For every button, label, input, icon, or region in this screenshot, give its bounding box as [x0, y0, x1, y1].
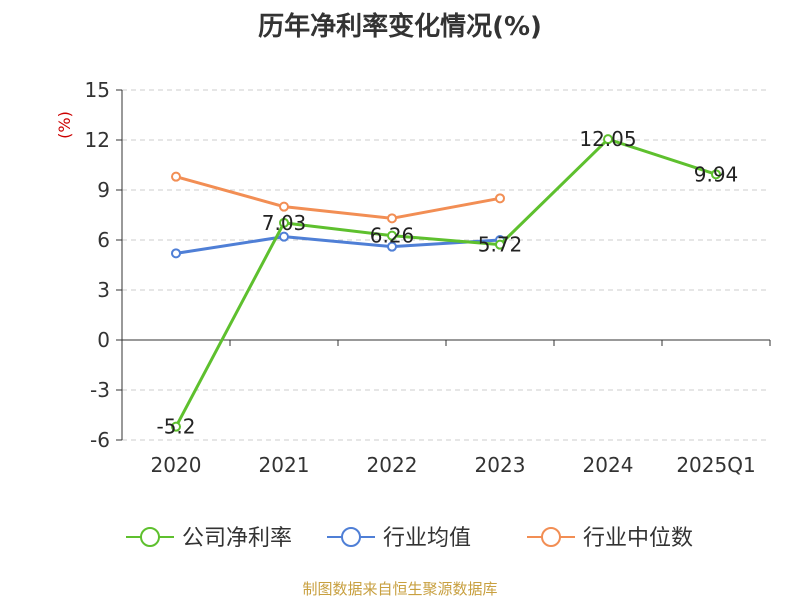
legend-label: 行业均值: [383, 526, 471, 551]
chart-title: 历年净利率变化情况(%): [258, 12, 542, 42]
y-axis-unit-label: (%): [55, 111, 74, 139]
y-tick-label: 3: [97, 278, 110, 302]
axis-layer: 15 12 9 6 3 0 -3 -6 2020 2021 2022 2023 2024 2025Q1: [85, 78, 771, 477]
data-point: [171, 421, 181, 432]
data-point: [387, 230, 397, 241]
legend-label: 行业中位数: [583, 526, 693, 551]
x-tick-label: 2022: [367, 453, 418, 477]
data-point: [495, 239, 505, 250]
y-tick-label: -3: [90, 378, 110, 402]
data-point: [387, 241, 397, 252]
data-point: [279, 201, 289, 212]
data-label-layer: -5.2 7.03 6.26 5.72 12.05 9.94: [156, 127, 739, 439]
data-label: 12.05: [579, 127, 636, 151]
y-tick-label: 12: [85, 128, 110, 152]
y-tick-label: 15: [85, 78, 110, 102]
data-label: 9.94: [694, 162, 739, 186]
legend-marker-icon: [341, 527, 361, 547]
data-label: 6.26: [370, 224, 415, 248]
x-tick-label: 2025Q1: [676, 453, 755, 477]
data-point: [495, 193, 505, 204]
data-point: [387, 213, 397, 224]
x-tick-label: 2023: [475, 453, 526, 477]
data-point: [279, 217, 289, 228]
x-tick-label: 2020: [151, 453, 202, 477]
series-line: [175, 175, 501, 220]
legend-label: 公司净利率: [182, 526, 292, 551]
legend-marker-icon: [140, 527, 160, 547]
y-tick-label: -6: [90, 428, 110, 452]
legend[interactable]: 公司净利率 行业均值 行业中位数: [126, 526, 693, 551]
data-point: [711, 169, 721, 180]
y-tick-label: 6: [97, 228, 110, 252]
data-point: [279, 231, 289, 242]
grid-layer: [122, 89, 770, 441]
series-line: [174, 137, 717, 428]
data-point: [171, 248, 181, 259]
source-note: 制图数据来自恒生聚源数据库: [302, 580, 498, 598]
data-label: 7.03: [262, 211, 307, 235]
y-tick-label: 0: [97, 328, 110, 352]
y-tick-label: 9: [97, 178, 110, 202]
x-tick-label: 2021: [259, 453, 310, 477]
legend-item[interactable]: 行业均值: [327, 526, 471, 551]
legend-item[interactable]: 公司净利率: [126, 526, 292, 551]
series-layer: [171, 134, 721, 432]
series-line: [175, 235, 501, 255]
legend-item[interactable]: 行业中位数: [527, 526, 693, 551]
data-label: 5.72: [478, 233, 523, 257]
x-tick-label: 2024: [583, 453, 634, 477]
data-point: [171, 171, 181, 182]
legend-marker-icon: [541, 527, 561, 547]
data-label: -5.2: [156, 415, 195, 439]
data-point: [603, 134, 613, 145]
